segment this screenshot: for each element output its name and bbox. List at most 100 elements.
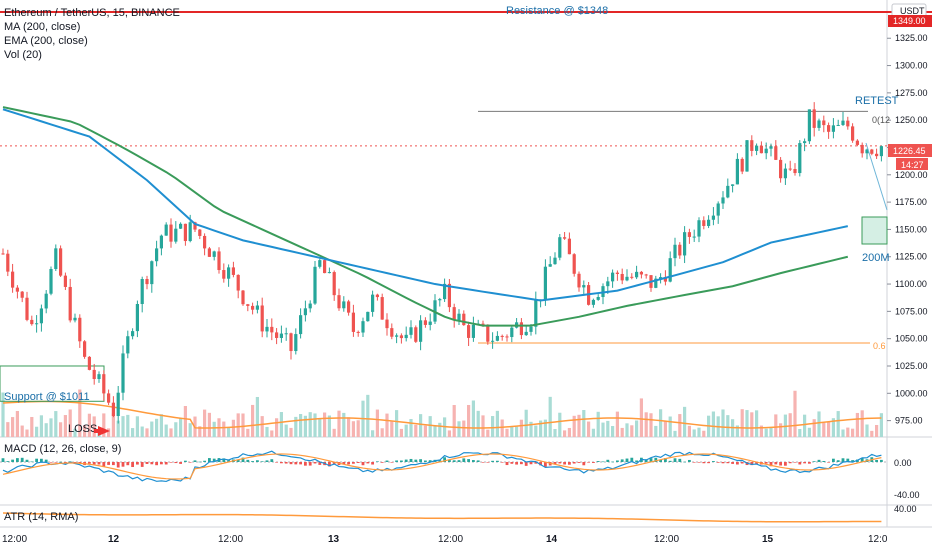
candle-body[interactable] <box>164 224 168 236</box>
candle-body[interactable] <box>558 237 562 258</box>
candle-body[interactable] <box>611 272 615 282</box>
candle-body[interactable] <box>135 304 139 332</box>
candle-body[interactable] <box>591 299 595 305</box>
candle-body[interactable] <box>404 334 408 339</box>
candle-body[interactable] <box>793 169 797 174</box>
candle-body[interactable] <box>639 271 643 275</box>
candle-body[interactable] <box>87 356 91 370</box>
candle-body[interactable] <box>567 238 571 255</box>
candle-body[interactable] <box>630 276 634 278</box>
candle-body[interactable] <box>44 293 48 309</box>
candle-body[interactable] <box>788 168 792 170</box>
candle-body[interactable] <box>279 333 283 338</box>
candle-body[interactable] <box>414 327 418 342</box>
candle-body[interactable] <box>505 336 509 338</box>
candle-body[interactable] <box>260 305 264 332</box>
atr-label[interactable]: ATR (14, RMA) <box>4 511 78 523</box>
candle-body[interactable] <box>212 251 216 257</box>
candle-body[interactable] <box>380 297 384 320</box>
candle-body[interactable] <box>495 335 499 341</box>
candle-body[interactable] <box>198 229 202 236</box>
candle-body[interactable] <box>59 248 63 276</box>
candle-body[interactable] <box>188 222 192 242</box>
candle-body[interactable] <box>457 313 461 321</box>
candle-body[interactable] <box>731 184 735 186</box>
candle-body[interactable] <box>755 145 759 151</box>
candle-body[interactable] <box>39 308 43 324</box>
candle-body[interactable] <box>716 203 720 216</box>
candle-body[interactable] <box>337 295 341 309</box>
candle-body[interactable] <box>323 260 327 274</box>
candle-body[interactable] <box>299 315 303 335</box>
candle-body[interactable] <box>303 308 307 316</box>
candle-body[interactable] <box>452 307 456 321</box>
candle-body[interactable] <box>687 232 691 237</box>
candle-body[interactable] <box>399 335 403 339</box>
candle-body[interactable] <box>759 145 763 154</box>
candle-body[interactable] <box>284 333 288 335</box>
candle-body[interactable] <box>625 276 629 281</box>
candle-body[interactable] <box>1 253 5 255</box>
candle-body[interactable] <box>678 244 682 256</box>
candle-body[interactable] <box>83 341 87 357</box>
candle-body[interactable] <box>6 253 10 272</box>
candle-body[interactable] <box>265 326 269 332</box>
candle-body[interactable] <box>582 285 586 288</box>
candle-body[interactable] <box>534 299 538 327</box>
candle-body[interactable] <box>740 158 744 172</box>
candle-body[interactable] <box>351 312 355 332</box>
candle-body[interactable] <box>851 126 855 141</box>
candle-body[interactable] <box>855 140 859 145</box>
candle-body[interactable] <box>812 109 816 128</box>
candle-body[interactable] <box>145 279 149 285</box>
candle-body[interactable] <box>193 222 197 230</box>
candle-body[interactable] <box>438 299 442 301</box>
candle-body[interactable] <box>553 257 557 265</box>
legend-ema[interactable]: EMA (200, close) <box>4 35 88 47</box>
candle-body[interactable] <box>361 321 365 333</box>
candle-body[interactable] <box>116 392 120 417</box>
candle-body[interactable] <box>875 153 879 157</box>
candle-body[interactable] <box>779 159 783 179</box>
candle-body[interactable] <box>73 317 77 321</box>
candle-body[interactable] <box>726 185 730 198</box>
candle-body[interactable] <box>294 334 298 352</box>
candle-body[interactable] <box>596 297 600 300</box>
candle-body[interactable] <box>831 125 835 132</box>
candle-body[interactable] <box>524 331 528 336</box>
candle-body[interactable] <box>836 124 840 126</box>
candle-body[interactable] <box>419 320 423 342</box>
candle-body[interactable] <box>817 120 821 128</box>
candle-body[interactable] <box>169 224 173 242</box>
candle-body[interactable] <box>68 286 72 321</box>
candle-body[interactable] <box>683 232 687 256</box>
candle-body[interactable] <box>500 335 504 337</box>
candle-body[interactable] <box>35 323 39 325</box>
candle-body[interactable] <box>783 168 787 179</box>
candle-body[interactable] <box>183 223 187 242</box>
candle-body[interactable] <box>711 215 715 220</box>
candle-body[interactable] <box>126 336 130 354</box>
candle-body[interactable] <box>409 327 413 335</box>
candle-body[interactable] <box>236 274 240 291</box>
candlesticks[interactable] <box>1 102 883 424</box>
candle-body[interactable] <box>356 331 360 333</box>
candle-body[interactable] <box>486 324 490 342</box>
candle-body[interactable] <box>111 402 115 417</box>
candle-body[interactable] <box>102 374 106 394</box>
candle-body[interactable] <box>385 319 389 329</box>
candle-body[interactable] <box>332 272 336 296</box>
candle-body[interactable] <box>49 268 53 294</box>
candle-body[interactable] <box>270 326 274 333</box>
candle-body[interactable] <box>121 353 125 393</box>
candle-body[interactable] <box>774 146 778 160</box>
candle-body[interactable] <box>342 301 346 309</box>
candle-body[interactable] <box>822 120 826 126</box>
candle-body[interactable] <box>519 322 523 336</box>
candle-body[interactable] <box>371 294 375 312</box>
candle-body[interactable] <box>327 272 331 274</box>
candle-body[interactable] <box>798 143 802 174</box>
candle-body[interactable] <box>423 320 427 325</box>
candle-body[interactable] <box>308 303 312 309</box>
